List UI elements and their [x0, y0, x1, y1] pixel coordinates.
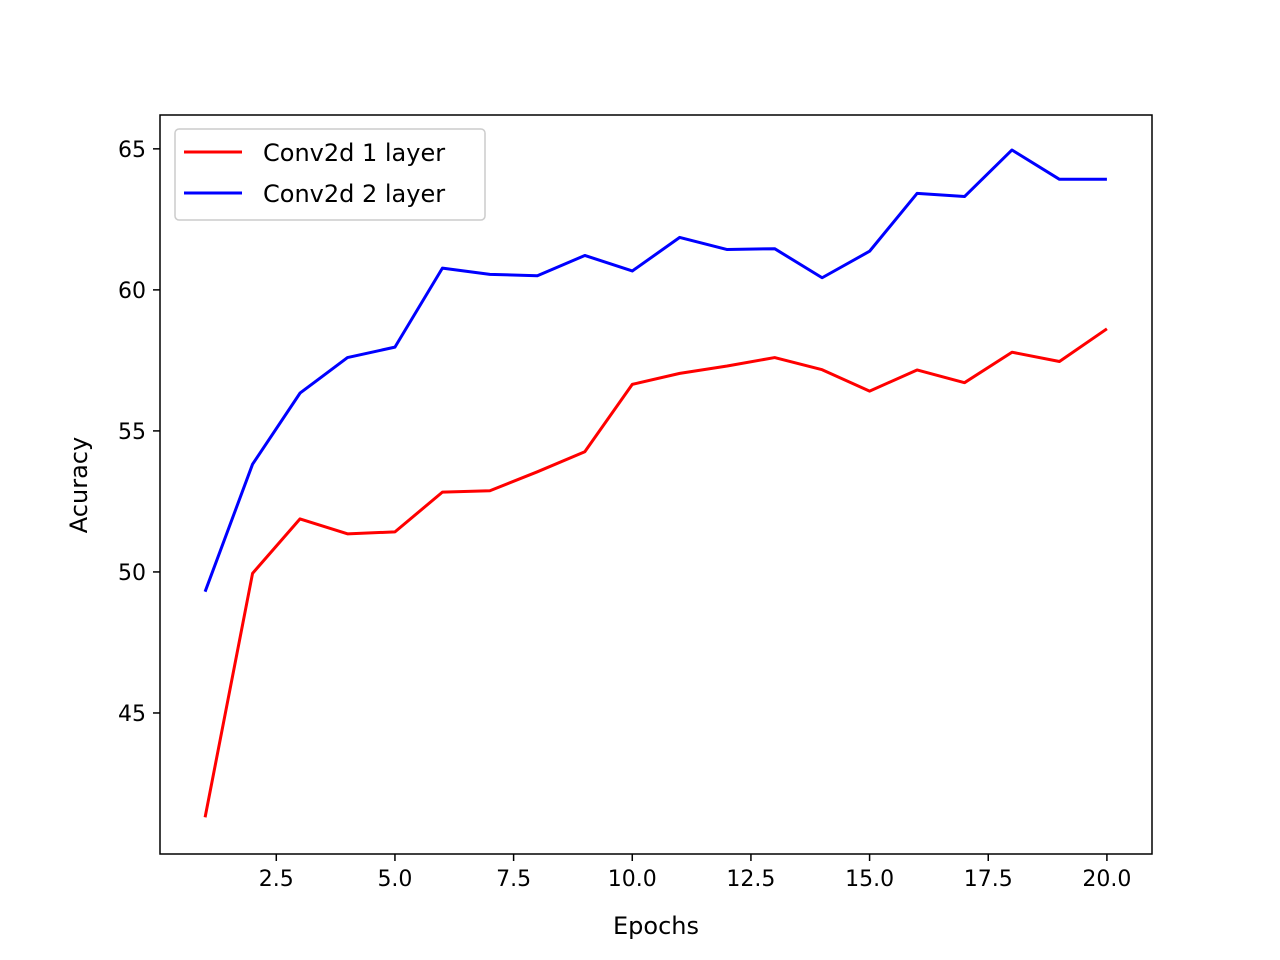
series-layer [203, 148, 1108, 818]
x-tick-label: 2.5 [259, 867, 294, 892]
y-tick-label: 55 [118, 420, 146, 445]
x-tick-label: 12.5 [726, 867, 775, 892]
legend: Conv2d 1 layer Conv2d 2 layer [174, 128, 486, 221]
legend-label-series-2: Conv2d 2 layer [263, 180, 445, 208]
y-tick-label: 60 [118, 279, 146, 304]
y-axis-label: Acuracy [65, 437, 93, 533]
x-tick-label: 10.0 [608, 867, 657, 892]
x-tick-label: 20.0 [1082, 867, 1131, 892]
x-axis-label: Epochs [613, 912, 699, 940]
x-axis-ticks: 2.5 5.0 7.5 10.0 12.5 15.0 17.5 20.0 [259, 854, 1131, 892]
series-line-1 [203, 327, 1108, 818]
y-tick-label: 65 [118, 138, 146, 163]
y-tick-label: 45 [118, 702, 146, 727]
x-tick-label: 7.5 [496, 867, 531, 892]
y-tick-label: 50 [118, 561, 146, 586]
x-tick-label: 5.0 [377, 867, 412, 892]
plot-area-frame [159, 114, 1153, 855]
legend-box [174, 128, 486, 221]
x-tick-label: 15.0 [845, 867, 894, 892]
series-line-2 [203, 148, 1107, 593]
y-axis-ticks: 45 50 55 60 65 [118, 138, 160, 727]
x-tick-label: 17.5 [964, 867, 1013, 892]
legend-label-series-1: Conv2d 1 layer [263, 139, 445, 167]
